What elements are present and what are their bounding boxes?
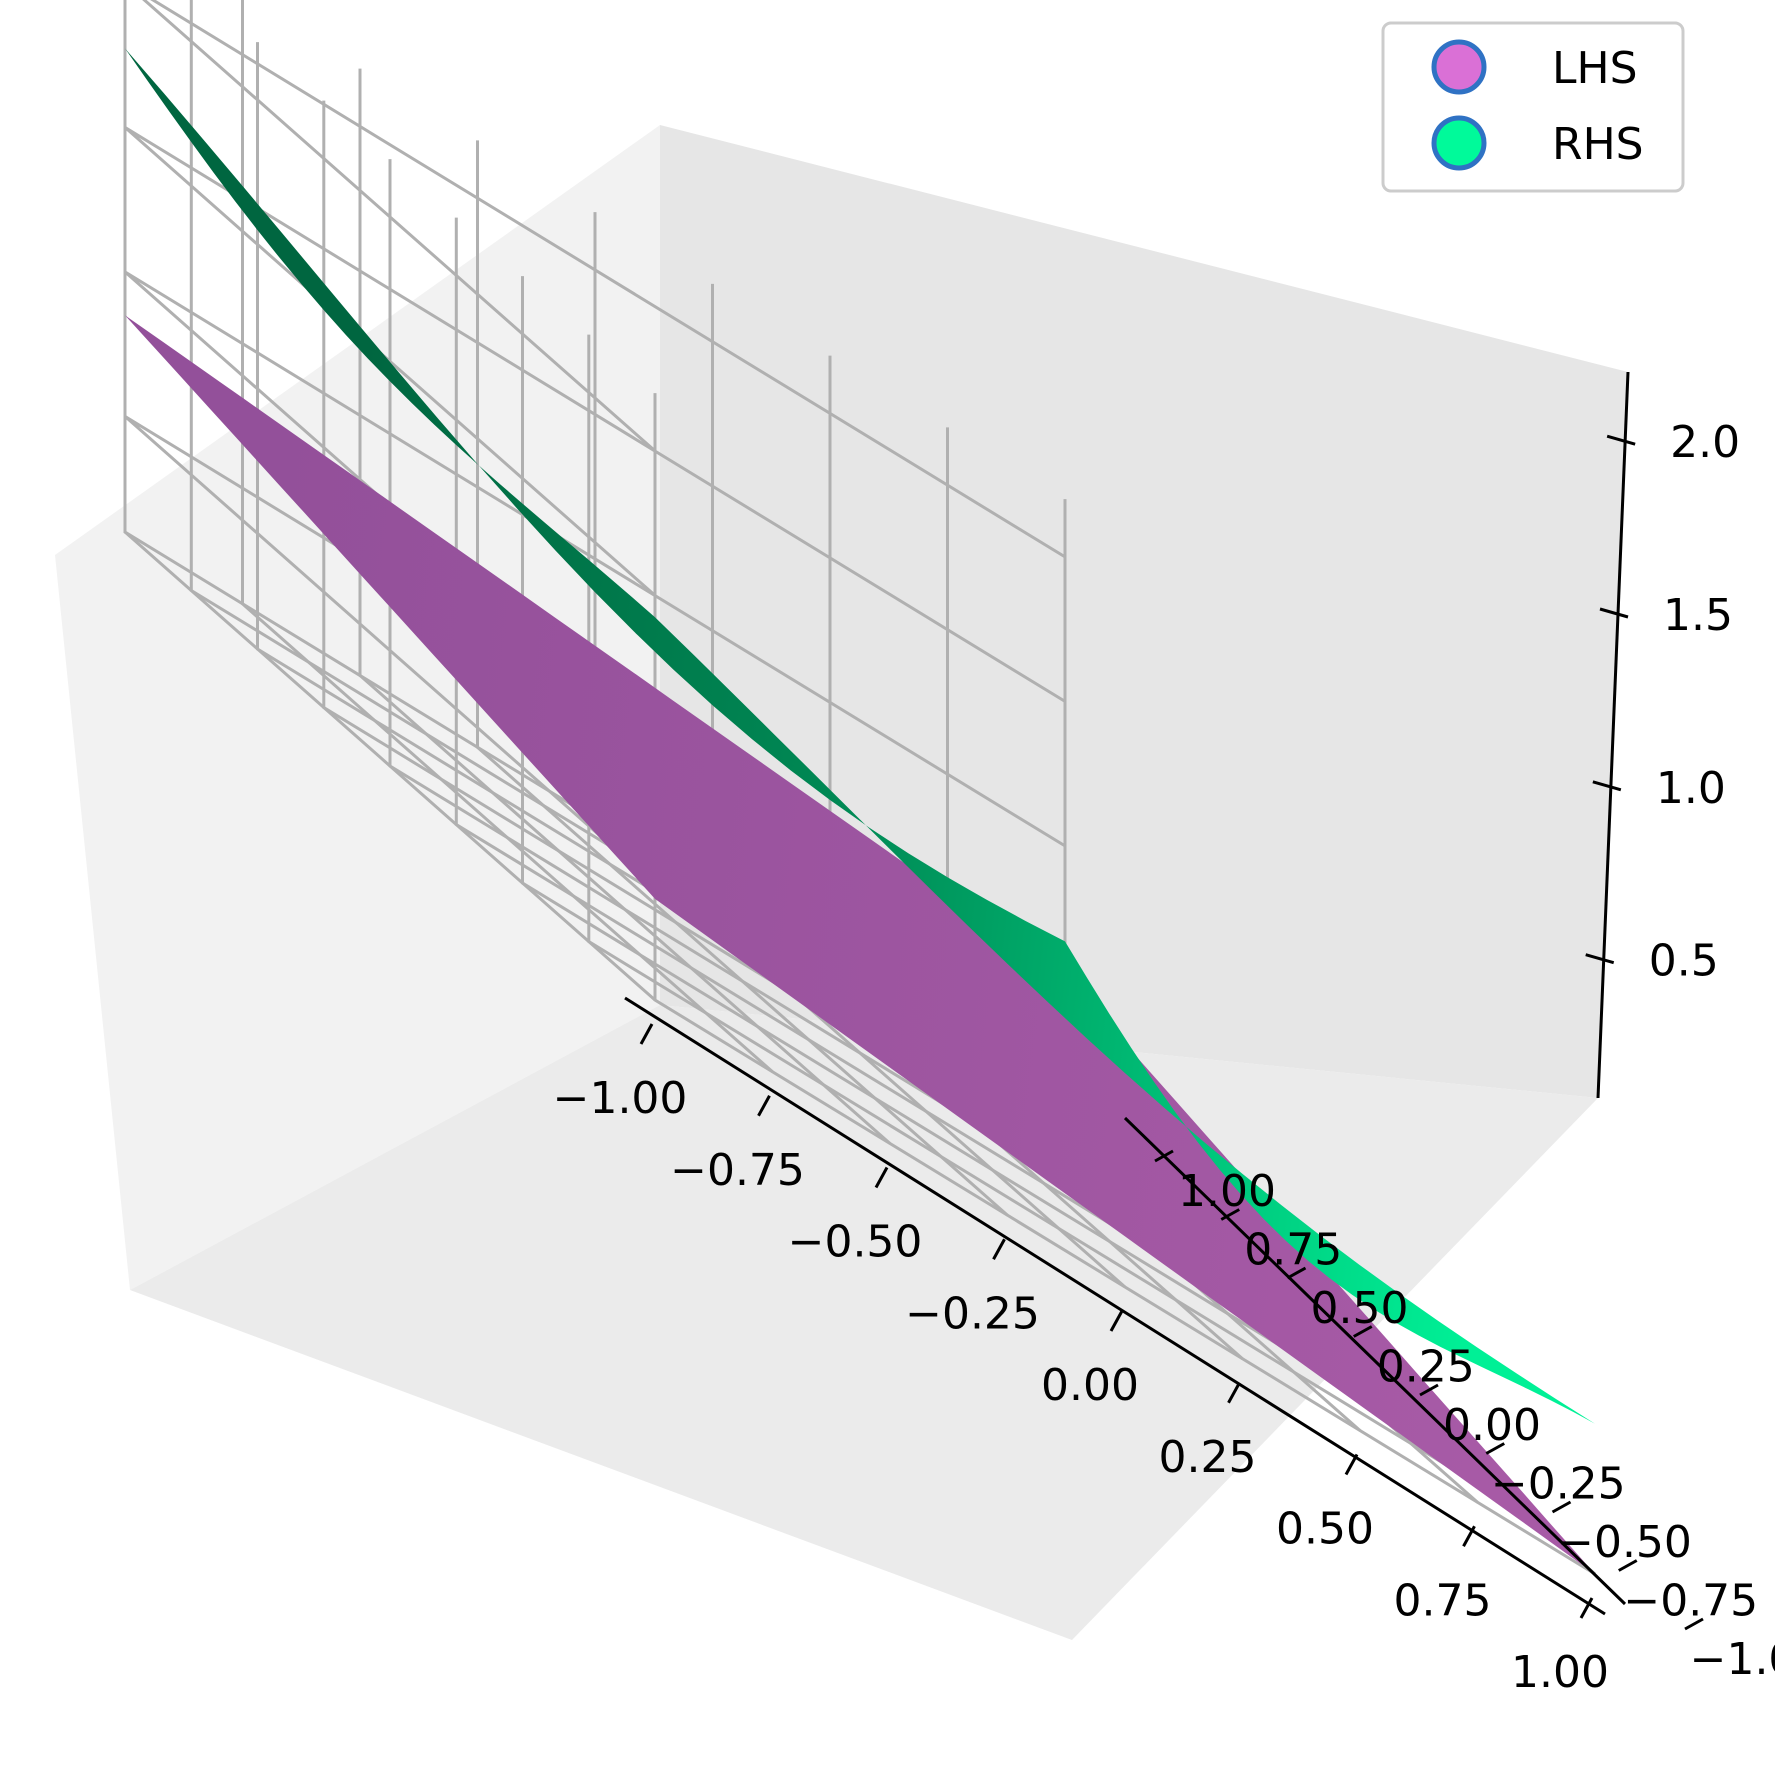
z-grid-line — [142, 0, 1066, 559]
x-tick-label: 0.00 — [1041, 1360, 1139, 1411]
x-axis-line — [624, 996, 1606, 1616]
x-tick — [1462, 1525, 1476, 1547]
x-tick — [757, 1095, 771, 1117]
legend-marker-lhs — [1431, 39, 1487, 95]
z-tick-label: 0.5 — [1649, 936, 1719, 987]
y-tick — [1485, 1442, 1505, 1455]
x-tick-label: 0.75 — [1394, 1575, 1492, 1626]
z-tick-label: 1.0 — [1656, 763, 1726, 814]
z-axis-line — [1596, 371, 1630, 1099]
y-axis-line — [1123, 1116, 1627, 1606]
legend-marker-rhs — [1431, 115, 1487, 171]
z-tick — [1599, 607, 1629, 619]
y-tick — [1684, 1617, 1704, 1631]
x-tick-label: 0.50 — [1276, 1504, 1374, 1555]
x-tick-label: −0.50 — [788, 1217, 923, 1268]
z-tick — [1585, 953, 1615, 965]
surfaces — [125, 48, 1595, 1574]
legend-label-lhs: LHS — [1552, 43, 1638, 94]
z-tick-label: 2.0 — [1670, 417, 1740, 468]
x-tick — [1579, 1597, 1594, 1619]
y-tick-label: 0.50 — [1311, 1283, 1409, 1334]
y-tick — [1618, 1559, 1638, 1572]
y-tick — [1220, 1208, 1240, 1221]
y-tick-label: 1.00 — [1178, 1166, 1276, 1217]
y-tick-label: 0.75 — [1244, 1225, 1342, 1276]
x-tick — [1227, 1382, 1241, 1404]
z-tick — [1592, 780, 1622, 792]
y-tick — [1419, 1383, 1439, 1397]
lhs-surface — [125, 315, 1595, 1574]
legend: LHS RHS — [1381, 21, 1685, 193]
y-tick — [1154, 1149, 1174, 1163]
y-tick — [1286, 1266, 1307, 1280]
y-tick-label: −1.00 — [1690, 1634, 1775, 1685]
x-tick — [992, 1238, 1006, 1260]
x-tick — [1109, 1310, 1124, 1332]
y-tick-label: −0.75 — [1623, 1576, 1758, 1627]
z-grid-line — [124, 126, 1066, 703]
x-tick-label: −0.25 — [905, 1288, 1040, 1339]
z-tick-label: 1.5 — [1663, 590, 1733, 641]
y-tick-label: 0.00 — [1443, 1400, 1541, 1451]
x-tick — [1344, 1453, 1359, 1476]
axes: −1.00−0.75−0.50−0.250.000.250.500.751.00… — [553, 371, 1775, 1698]
y-tick-label: −0.25 — [1491, 1459, 1626, 1510]
y-tick-label: 0.25 — [1377, 1342, 1475, 1393]
legend-label-rhs: RHS — [1552, 119, 1644, 170]
left-pane — [55, 125, 660, 1290]
y-tick — [1551, 1500, 1572, 1514]
x-tick-label: 1.00 — [1511, 1647, 1609, 1698]
x-tick — [874, 1166, 889, 1189]
x-tick — [639, 1023, 654, 1045]
y-tick-label: −0.50 — [1557, 1517, 1692, 1568]
x-tick-label: −1.00 — [553, 1073, 688, 1124]
y-tick — [1353, 1325, 1373, 1338]
x-tick-label: −0.75 — [670, 1145, 805, 1196]
x-tick-label: 0.25 — [1159, 1432, 1257, 1483]
z-tick — [1606, 434, 1636, 446]
